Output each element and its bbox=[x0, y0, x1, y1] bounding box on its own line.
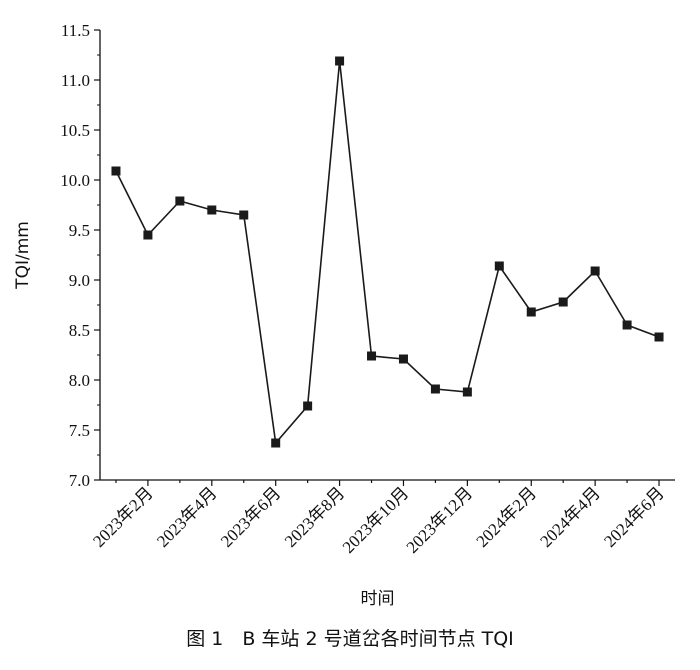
y-tick-label: 7.0 bbox=[69, 471, 90, 490]
data-point bbox=[462, 387, 472, 397]
y-tick-label: 9.0 bbox=[69, 271, 90, 290]
data-point bbox=[111, 166, 121, 176]
x-tick-label: 2023年10月 bbox=[339, 483, 413, 557]
x-tick-label: 2024年2月 bbox=[473, 483, 541, 551]
data-point bbox=[271, 438, 281, 448]
series-line bbox=[115, 60, 660, 445]
y-axis-title: TQI/mm bbox=[13, 221, 33, 290]
x-tick-label: 2023年4月 bbox=[153, 483, 221, 551]
y-axis-ticks: 7.0 7.5 8.0 8.5 9.0 9.5 10.0 10.5 11.0 11.5 bbox=[60, 21, 100, 490]
data-point bbox=[558, 297, 568, 307]
y-tick-label: 10.0 bbox=[60, 171, 90, 190]
y-tick-label: 7.5 bbox=[69, 421, 90, 440]
x-tick-label: 2023年2月 bbox=[89, 483, 157, 551]
data-point bbox=[430, 384, 440, 394]
data-point bbox=[526, 307, 536, 317]
y-tick-label: 10.5 bbox=[60, 121, 90, 140]
data-point bbox=[143, 230, 153, 240]
y-tick-label: 8.0 bbox=[69, 371, 90, 390]
data-point bbox=[590, 266, 600, 276]
x-axis-ticks: 2023年2月2023年4月2023年6月2023年8月2023年10月2023… bbox=[89, 480, 668, 557]
x-tick-label: 2024年6月 bbox=[600, 483, 668, 551]
data-point bbox=[335, 56, 345, 66]
data-point bbox=[654, 332, 664, 342]
figure-caption: 图 1 B 车站 2 号道岔各时间节点 TQI bbox=[186, 628, 514, 650]
y-tick-label: 11.0 bbox=[61, 71, 90, 90]
data-point bbox=[367, 351, 377, 361]
x-tick-label: 2023年8月 bbox=[281, 483, 349, 551]
x-tick-label: 2023年6月 bbox=[217, 483, 285, 551]
data-point bbox=[398, 354, 408, 364]
y-tick-label: 8.5 bbox=[69, 321, 90, 340]
plot-area: 7.0 7.5 8.0 8.5 9.0 9.5 10.0 10.5 11.0 11.5 2023年… bbox=[60, 21, 675, 557]
data-point bbox=[494, 261, 504, 271]
data-point bbox=[622, 320, 632, 330]
y-tick-label: 11.5 bbox=[61, 21, 90, 40]
data-points bbox=[111, 56, 664, 448]
y-tick-label: 9.5 bbox=[69, 221, 90, 240]
x-tick-label: 2023年12月 bbox=[403, 483, 477, 557]
x-tick-label: 2024年4月 bbox=[536, 483, 604, 551]
data-point bbox=[207, 205, 217, 215]
data-point bbox=[303, 401, 313, 411]
data-point bbox=[239, 210, 249, 220]
x-axis-title: 时间 bbox=[361, 589, 395, 609]
data-point bbox=[175, 196, 185, 206]
